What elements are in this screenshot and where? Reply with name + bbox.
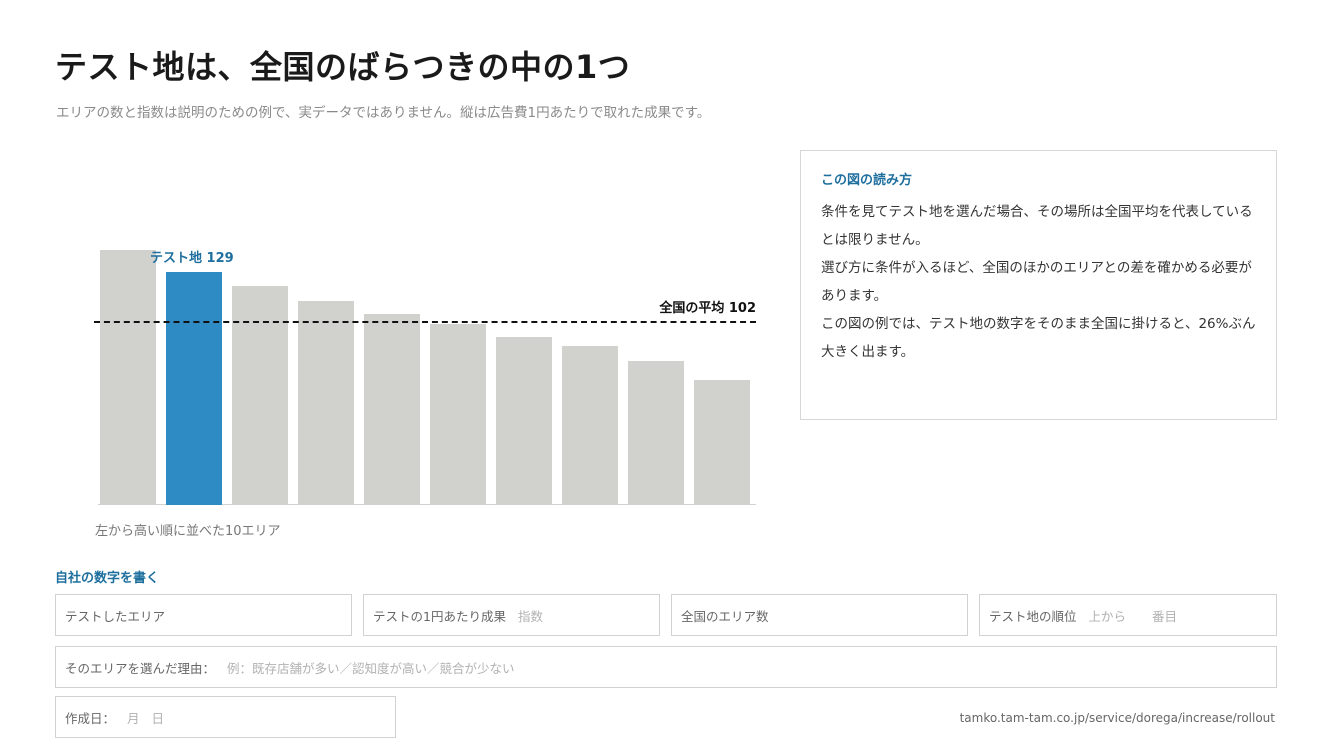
test-area-label: テスト地 129 [150, 250, 234, 266]
note-paragraph: この図の例では、テスト地の数字をそのまま全国に掛けると、26%ぶん大きく出ます。 [821, 316, 1256, 360]
national-count-label: 全国のエリア数 [681, 608, 769, 624]
page-title: テスト地は、全国のばらつきの中の1つ [55, 48, 631, 86]
area-bar [100, 250, 156, 505]
bar-chart: 全国の平均 102 テスト地 129 [90, 200, 770, 520]
area-bar [496, 337, 552, 505]
tested-area-label: テストしたエリア [65, 608, 166, 624]
average-label: 全国の平均 102 [659, 300, 756, 316]
yield-hint: 指数 [517, 608, 543, 624]
reason-placeholder: 例：既存店舗が多い／認知度が高い／競合が少ない [227, 660, 515, 676]
yield-field[interactable]: テストの1円あたり成果 指数 [363, 594, 660, 636]
note-paragraph: 条件を見てテスト地を選んだ場合、その場所は全国平均を代表しているとは限りません。 [821, 204, 1253, 248]
rank-hint: 上から [1088, 608, 1127, 624]
date-field[interactable]: 作成日： 月 日 [55, 696, 396, 738]
reason-field[interactable]: そのエリアを選んだ理由： 例：既存店舗が多い／認知度が高い／競合が少ない [55, 646, 1277, 688]
date-day: 日 [151, 710, 165, 726]
date-month: 月 [127, 710, 140, 726]
form-section-title: 自社の数字を書く [55, 571, 160, 586]
tested-area-field[interactable]: テストしたエリア [55, 594, 352, 636]
national-count-field[interactable]: 全国のエリア数 [671, 594, 968, 636]
rank-suffix: 番目 [1152, 608, 1178, 624]
average-line [94, 320, 756, 323]
rank-field[interactable]: テスト地の順位 上から 番目 [979, 594, 1277, 636]
note-box: この図の読み方 条件を見てテスト地を選んだ場合、その場所は全国平均を代表している… [800, 150, 1277, 420]
reason-label: そのエリアを選んだ理由： [65, 660, 216, 676]
chart-caption: 左から高い順に並べた10エリア [95, 524, 281, 539]
yield-label: テストの1円あたり成果 [373, 608, 506, 624]
note-paragraph: 選び方に条件が入るほど、全国のほかのエリアとの差を確かめる必要があります。 [821, 260, 1252, 304]
date-label: 作成日： [65, 710, 116, 726]
chart-baseline [98, 504, 756, 505]
area-bar [364, 313, 420, 505]
test-area-bar [166, 272, 222, 505]
area-bar [232, 286, 288, 505]
rank-label: テスト地の順位 [989, 608, 1077, 624]
area-bar [562, 346, 618, 505]
area-bar [694, 380, 750, 505]
source-url: tamko.tam-tam.co.jp/service/dorega/incre… [959, 711, 1275, 725]
area-bar [298, 300, 354, 505]
area-bar [430, 324, 486, 505]
area-bar [628, 360, 684, 505]
note-title: この図の読み方 [821, 173, 913, 188]
page-subtitle: エリアの数と指数は説明のための例で、実データではありません。縦は広告費1円あたり… [56, 105, 711, 121]
